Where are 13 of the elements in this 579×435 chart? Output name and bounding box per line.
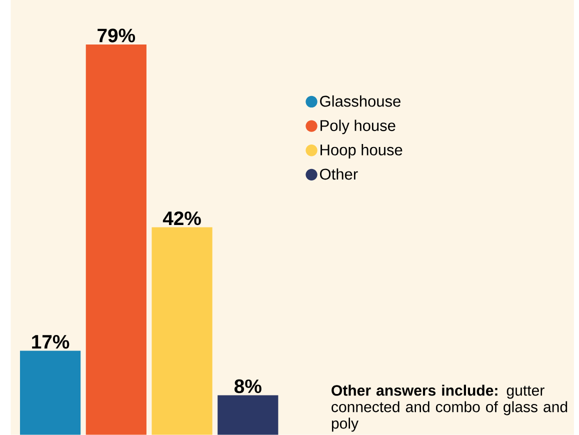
- legend-label: Hoop house: [320, 144, 402, 159]
- legend-label: Other: [320, 168, 358, 180]
- legend-label: Glasshouse: [320, 95, 400, 107]
- bar: [86, 44, 146, 435]
- data-label: 8%: [234, 380, 262, 394]
- data-label: 17%: [32, 335, 70, 349]
- data-label: 79%: [98, 28, 136, 42]
- data-label: 42%: [162, 212, 201, 226]
- bar: [218, 395, 278, 435]
- bar: [152, 227, 212, 435]
- bar: [20, 350, 81, 435]
- legend-label: Poly house: [320, 120, 396, 134]
- text: Other answers include: gutter connected and combo of glass and poly: [332, 384, 568, 432]
